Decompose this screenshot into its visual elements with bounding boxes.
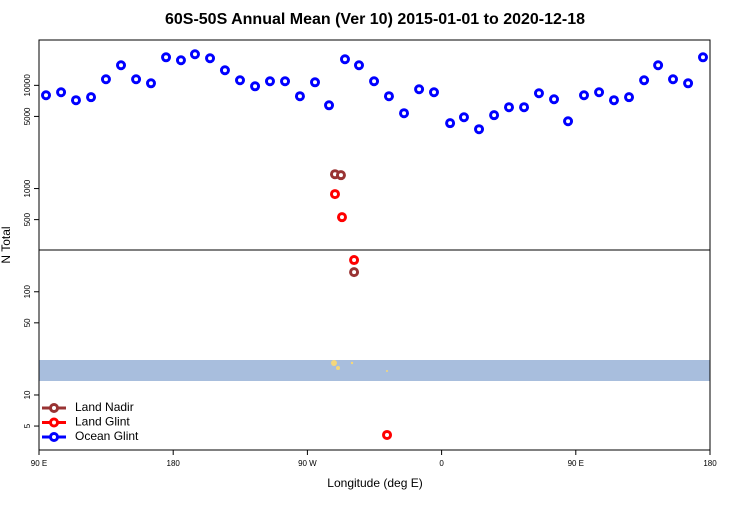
point: [414, 84, 425, 95]
map-strip: [39, 360, 710, 381]
point: [250, 81, 261, 92]
point: [86, 92, 97, 103]
point: [668, 74, 679, 85]
y-tick-label: 50: [23, 318, 32, 327]
point: [294, 91, 305, 102]
chart-title: 60S-50S Annual Mean (Ver 10) 2015-01-01 …: [165, 11, 585, 28]
point: [131, 74, 142, 85]
y-tick-label: 500: [23, 212, 32, 226]
y-tick-label: 10000: [23, 74, 32, 97]
point: [369, 76, 380, 87]
point: [579, 90, 590, 101]
point: [383, 91, 394, 102]
legend-label: Ocean Glint: [75, 429, 139, 443]
y-axis-label: N Total: [0, 226, 13, 263]
point: [697, 52, 708, 63]
point: [324, 100, 335, 111]
point: [219, 65, 230, 76]
point: [235, 75, 246, 86]
point: [349, 255, 360, 266]
x-tick-label: 0: [439, 459, 444, 468]
legend-marker: [49, 417, 59, 428]
x-tick-label: 90 E: [31, 459, 47, 468]
point: [563, 116, 574, 127]
point: [335, 170, 346, 181]
point: [189, 49, 200, 60]
x-tick-label: 180: [703, 459, 717, 468]
point: [56, 87, 67, 98]
legend-label: Land Nadir: [75, 400, 134, 414]
point: [428, 87, 439, 98]
x-tick-label: 180: [167, 459, 181, 468]
point: [382, 429, 393, 440]
legend-label: Land Glint: [75, 415, 130, 429]
legend-marker: [49, 432, 59, 442]
x-tick-label: 90 W: [298, 459, 317, 468]
map-dot: [350, 361, 354, 365]
point: [116, 60, 127, 71]
point: [445, 118, 456, 129]
y-tick-label: 5000: [23, 107, 32, 125]
point: [519, 102, 530, 113]
point: [329, 189, 340, 200]
point: [339, 54, 350, 65]
point: [264, 76, 275, 87]
point: [474, 124, 485, 135]
point: [653, 60, 664, 71]
point: [533, 88, 544, 99]
map-dot: [386, 370, 388, 372]
point: [399, 108, 410, 119]
y-tick-label: 1000: [23, 179, 32, 197]
point: [458, 112, 469, 123]
point: [280, 76, 291, 87]
point: [310, 77, 321, 88]
point: [683, 78, 694, 89]
point: [70, 95, 81, 106]
x-axis-label: Longitude (deg E): [327, 476, 422, 490]
point: [594, 87, 605, 98]
point: [41, 90, 52, 101]
point: [624, 92, 635, 103]
point: [175, 55, 186, 66]
y-tick-label: 100: [23, 285, 32, 299]
plot-frame: [38, 39, 711, 451]
y-tick-label: 10: [23, 390, 32, 399]
x-tick-label: 90 E: [568, 459, 584, 468]
point: [145, 78, 156, 89]
point: [161, 52, 172, 63]
y-tick-label: 5: [23, 423, 32, 428]
point: [608, 95, 619, 106]
point: [349, 267, 360, 278]
point: [549, 94, 560, 105]
point: [503, 102, 514, 113]
point: [353, 60, 364, 71]
point: [205, 53, 216, 64]
point: [489, 110, 500, 121]
point: [639, 75, 650, 86]
map-dot: [336, 366, 340, 370]
legend-marker: [49, 403, 59, 413]
point: [100, 74, 111, 85]
point: [336, 212, 347, 223]
map-dot: [331, 360, 337, 366]
